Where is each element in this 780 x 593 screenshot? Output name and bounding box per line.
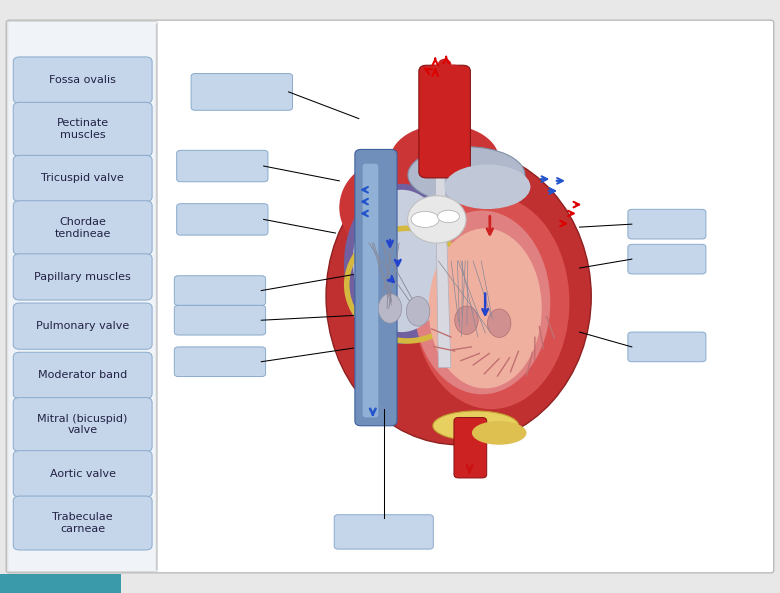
FancyBboxPatch shape bbox=[13, 254, 152, 300]
FancyBboxPatch shape bbox=[176, 150, 268, 181]
Text: Aortic valve: Aortic valve bbox=[50, 469, 115, 479]
Text: Moderator band: Moderator band bbox=[38, 371, 127, 380]
Text: Mitral (bicuspid)
valve: Mitral (bicuspid) valve bbox=[37, 414, 128, 435]
Ellipse shape bbox=[339, 160, 441, 255]
Ellipse shape bbox=[428, 65, 442, 78]
Ellipse shape bbox=[411, 212, 439, 228]
Bar bbox=[0, 574, 121, 593]
Ellipse shape bbox=[326, 148, 591, 445]
Text: Pectinate
muscles: Pectinate muscles bbox=[57, 119, 108, 140]
Ellipse shape bbox=[447, 65, 461, 78]
FancyBboxPatch shape bbox=[363, 164, 378, 417]
Ellipse shape bbox=[442, 71, 456, 84]
FancyBboxPatch shape bbox=[13, 103, 152, 157]
Text: Trabeculae
carneae: Trabeculae carneae bbox=[52, 512, 113, 534]
FancyBboxPatch shape bbox=[174, 347, 265, 377]
FancyBboxPatch shape bbox=[6, 20, 774, 573]
FancyBboxPatch shape bbox=[13, 57, 152, 103]
Ellipse shape bbox=[344, 184, 459, 344]
Text: Fossa ovalis: Fossa ovalis bbox=[49, 75, 116, 85]
Ellipse shape bbox=[406, 296, 430, 326]
Text: Pulmonary valve: Pulmonary valve bbox=[36, 321, 129, 331]
Ellipse shape bbox=[408, 196, 466, 243]
FancyBboxPatch shape bbox=[174, 305, 265, 335]
Ellipse shape bbox=[438, 59, 452, 72]
Ellipse shape bbox=[378, 294, 402, 323]
Text: Tricuspid valve: Tricuspid valve bbox=[41, 174, 124, 183]
FancyBboxPatch shape bbox=[8, 21, 158, 572]
FancyBboxPatch shape bbox=[176, 203, 268, 235]
Ellipse shape bbox=[433, 411, 519, 441]
FancyBboxPatch shape bbox=[13, 496, 152, 550]
FancyBboxPatch shape bbox=[174, 276, 265, 305]
Polygon shape bbox=[435, 166, 451, 368]
Ellipse shape bbox=[353, 190, 451, 332]
FancyBboxPatch shape bbox=[355, 149, 397, 426]
Ellipse shape bbox=[408, 147, 525, 203]
FancyBboxPatch shape bbox=[13, 352, 152, 398]
Ellipse shape bbox=[438, 211, 459, 223]
FancyBboxPatch shape bbox=[628, 244, 706, 274]
Ellipse shape bbox=[413, 211, 550, 394]
Ellipse shape bbox=[445, 164, 530, 209]
Text: Chordae
tendineae: Chordae tendineae bbox=[55, 217, 111, 238]
FancyBboxPatch shape bbox=[13, 200, 152, 255]
FancyBboxPatch shape bbox=[628, 332, 706, 362]
Ellipse shape bbox=[488, 309, 511, 337]
FancyBboxPatch shape bbox=[628, 209, 706, 239]
Ellipse shape bbox=[429, 228, 541, 388]
FancyBboxPatch shape bbox=[13, 398, 152, 452]
FancyBboxPatch shape bbox=[454, 417, 487, 478]
Ellipse shape bbox=[413, 196, 569, 409]
Ellipse shape bbox=[390, 125, 499, 196]
FancyBboxPatch shape bbox=[191, 74, 292, 110]
FancyBboxPatch shape bbox=[419, 65, 470, 178]
FancyBboxPatch shape bbox=[335, 515, 434, 549]
Ellipse shape bbox=[455, 306, 478, 334]
Ellipse shape bbox=[433, 71, 447, 84]
FancyBboxPatch shape bbox=[13, 303, 152, 349]
Text: Papillary muscles: Papillary muscles bbox=[34, 272, 131, 282]
FancyBboxPatch shape bbox=[13, 155, 152, 202]
Ellipse shape bbox=[472, 421, 526, 445]
FancyBboxPatch shape bbox=[13, 451, 152, 497]
